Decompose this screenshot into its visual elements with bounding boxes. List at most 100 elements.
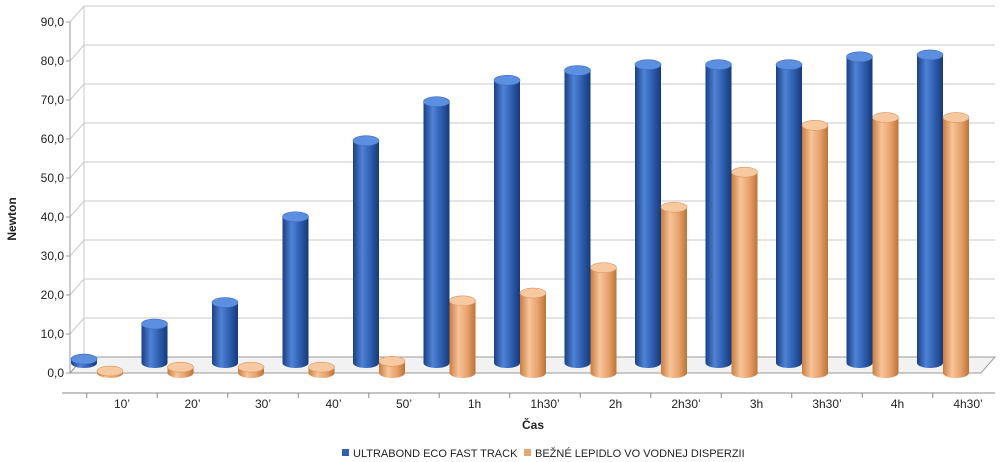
- bar-top: [519, 287, 547, 299]
- bar-body: [564, 70, 591, 368]
- bar-top: [237, 361, 265, 373]
- y-tick-label: 80,0: [41, 54, 65, 68]
- bar-series-1: [282, 211, 309, 368]
- bar-body: [141, 324, 168, 368]
- y-tick-label: 10,0: [41, 327, 65, 341]
- bar-series-2: [660, 201, 688, 378]
- bar-top: [564, 65, 591, 76]
- bar-series-1: [846, 51, 873, 368]
- legend-swatch-series-2: [524, 449, 531, 456]
- x-tick-label: 1h: [468, 397, 481, 411]
- bar-top: [493, 74, 521, 86]
- x-tick-label: 3h: [750, 397, 763, 411]
- x-tick-label: 2h30’: [671, 397, 700, 411]
- bar-top: [846, 51, 873, 63]
- bar-top: [211, 297, 239, 308]
- bar-body: [917, 54, 943, 369]
- bar-series-1: [211, 297, 239, 368]
- bar-top: [660, 201, 688, 213]
- x-tick-label: 1h30’: [530, 397, 559, 411]
- y-axis-ticks: 0,0 10,0 20,0 30,0 40,0 50,0 60,0 70,0 80,0 90,0: [41, 15, 70, 380]
- bar-body: [494, 80, 520, 368]
- bar-series-1: [705, 59, 732, 369]
- bar-series-2: [731, 166, 758, 378]
- bar-series-1: [564, 65, 591, 368]
- bar-body: [353, 140, 379, 368]
- bar-body: [449, 300, 476, 378]
- bar-top: [96, 365, 124, 377]
- bar-top: [449, 295, 476, 307]
- x-axis-ticks: 10’ 20’ 30’ 40’ 50’ 1h 1h30’ 2h 2h30’ 3h 3h30’ 4h 4h…: [86, 393, 983, 411]
- bar-top: [872, 112, 899, 123]
- bar-top: [634, 59, 662, 70]
- bar-series-1: [916, 49, 944, 369]
- x-tick-label: 50’: [396, 397, 412, 411]
- x-tick-label: 10’: [114, 397, 130, 411]
- bar-top: [141, 318, 168, 330]
- bar-series-2: [942, 112, 970, 379]
- bar-body: [705, 64, 732, 369]
- bar-top: [731, 166, 758, 178]
- bar-series-2: [308, 361, 335, 378]
- bar-series-2: [519, 287, 547, 378]
- bar-body: [590, 267, 617, 378]
- bar-top: [590, 262, 617, 274]
- bar-body: [520, 293, 546, 378]
- y-tick-label: 60,0: [41, 132, 65, 146]
- legend-label-series-2: BEŽNÉ LEPIDLO VO VODNEJ DISPERZII: [535, 447, 745, 460]
- bar-body: [212, 302, 238, 368]
- y-tick-label: 90,0: [41, 15, 65, 29]
- bar-top: [282, 211, 309, 223]
- bar-top: [942, 112, 970, 123]
- bar-series-2: [167, 361, 194, 378]
- legend-swatch-series-1: [342, 449, 349, 456]
- bar-top: [167, 361, 194, 373]
- bar-body: [776, 64, 802, 369]
- x-tick-label: 20’: [184, 397, 200, 411]
- gridline: [69, 5, 995, 23]
- bar-body: [731, 172, 758, 378]
- y-tick-label: 70,0: [41, 93, 65, 107]
- bar-series-1: [141, 318, 168, 368]
- x-axis-title: Čas: [522, 417, 544, 432]
- bar-body: [802, 125, 828, 378]
- x-tick-label: 40’: [325, 397, 341, 411]
- x-tick-label: 3h30’: [812, 397, 841, 411]
- y-tick-label: 20,0: [41, 288, 65, 302]
- bar-body: [423, 101, 450, 368]
- bar-series-2: [872, 112, 899, 379]
- bar-top: [352, 135, 380, 146]
- x-tick-label: 2h: [609, 397, 622, 411]
- y-tick-label: 0,0: [47, 366, 64, 380]
- x-tick-label: 4h30’: [953, 397, 982, 411]
- y-tick-label: 30,0: [41, 249, 65, 263]
- bar-top: [308, 361, 335, 373]
- bar-series-2: [590, 262, 617, 378]
- bars: [70, 49, 970, 379]
- bar-series-2: [96, 365, 124, 378]
- bar-top: [705, 59, 732, 70]
- bar-series-2: [801, 120, 829, 378]
- bar-series-1: [70, 353, 98, 368]
- bar-top: [801, 120, 829, 131]
- bar-top: [423, 96, 450, 107]
- bar-series-2: [378, 355, 406, 378]
- bar-top: [916, 49, 944, 61]
- bar-series-1: [634, 59, 662, 369]
- x-tick-label: 4h: [891, 397, 904, 411]
- bar-series-2: [449, 295, 476, 378]
- bar-top: [70, 353, 98, 365]
- bar-series-1: [423, 96, 450, 368]
- bar-series-1: [775, 59, 803, 369]
- bar-top: [775, 59, 803, 70]
- bar-body: [635, 64, 661, 369]
- y-axis-title: Newton: [5, 197, 19, 240]
- bar-series-1: [493, 74, 521, 368]
- legend-label-series-1: ULTRABOND ECO FAST TRACK: [353, 448, 518, 460]
- bar-body: [661, 207, 687, 378]
- bar-series-2: [237, 361, 265, 378]
- bar-body: [872, 117, 899, 379]
- bar-body: [846, 56, 873, 368]
- bar-body: [943, 117, 969, 379]
